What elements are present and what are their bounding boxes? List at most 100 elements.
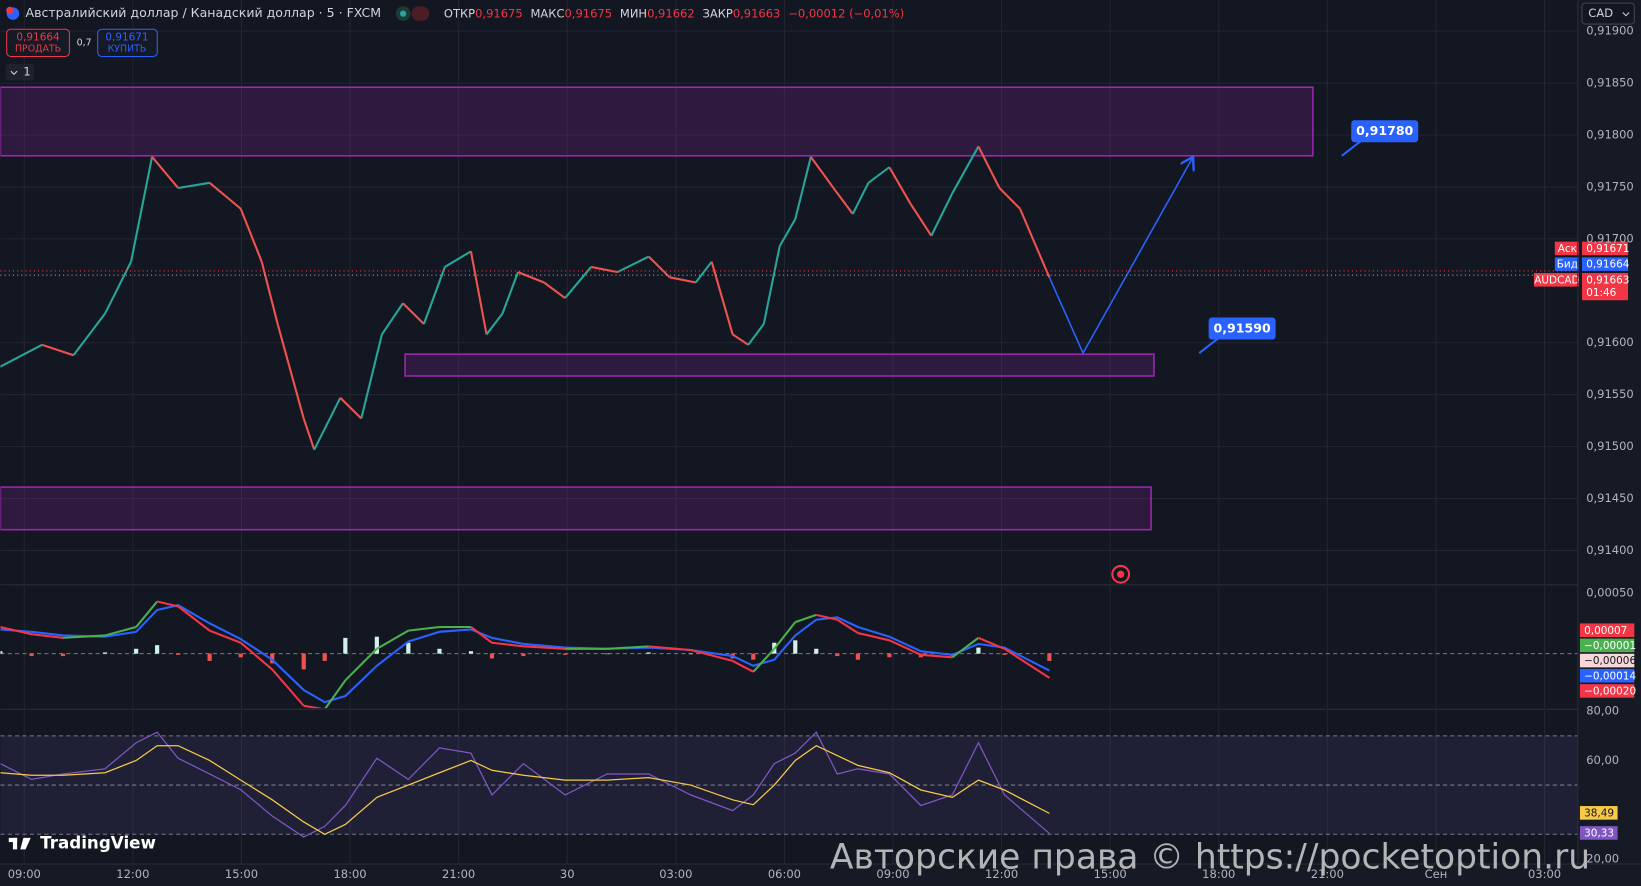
line-segment bbox=[732, 333, 749, 346]
histogram-bar bbox=[976, 647, 981, 654]
histogram-bar bbox=[176, 653, 181, 655]
line-segment bbox=[732, 659, 754, 673]
ohlc-value: 0,91663 bbox=[733, 6, 781, 20]
logo bbox=[12, 837, 18, 850]
ohlc-change: −0,00012 (−0,01%) bbox=[788, 6, 904, 20]
histogram-bar bbox=[887, 653, 892, 658]
y-tick-label: 0,91500 bbox=[1586, 439, 1634, 453]
histogram-bar bbox=[688, 653, 693, 655]
line-segment bbox=[564, 266, 592, 299]
price-panel: 0,91780 0,91590 bbox=[0, 0, 1578, 584]
chevron bbox=[1622, 12, 1630, 17]
price-tag-label-bg bbox=[1554, 241, 1579, 256]
axis-value-tag bbox=[1579, 623, 1635, 638]
buy-box[interactable] bbox=[97, 28, 158, 58]
sell-button[interactable]: 0,91664 ПРОДАТЬ bbox=[6, 28, 70, 58]
axis-value-label: −0,00020 bbox=[1584, 685, 1636, 697]
line-segment bbox=[762, 245, 781, 325]
y-tick-label: 0,91900 bbox=[1586, 24, 1634, 38]
ohlc: ОТКР0,91675 МАКС0,91675 МИН0,91662 ЗАКР0… bbox=[444, 6, 904, 20]
line-segment bbox=[920, 653, 953, 659]
y-tick-label: 0,91750 bbox=[1586, 179, 1634, 193]
price-tag-value: 0,91671 bbox=[1586, 243, 1629, 255]
sell-price[interactable]: 0,91664 bbox=[16, 32, 60, 44]
y-tick-label: 0,91550 bbox=[1586, 387, 1634, 401]
line-segment bbox=[517, 271, 545, 284]
line-segment bbox=[778, 218, 797, 247]
line-segment bbox=[888, 639, 922, 656]
status-badge bbox=[411, 6, 430, 21]
line-segment bbox=[809, 156, 839, 194]
line-segment bbox=[470, 626, 493, 644]
line-segment bbox=[276, 323, 305, 419]
line-segment bbox=[41, 343, 74, 357]
histogram-bar bbox=[751, 653, 756, 660]
line-segment bbox=[208, 181, 242, 210]
record-icon bbox=[1117, 570, 1125, 578]
axis-value-label: 30,33 bbox=[1584, 827, 1614, 839]
annotation-box bbox=[1351, 120, 1419, 143]
histogram-bar bbox=[238, 653, 243, 658]
line-segment bbox=[469, 251, 488, 335]
line-segment bbox=[617, 255, 650, 274]
line-segment bbox=[260, 261, 279, 325]
rsi-line bbox=[0, 731, 1050, 838]
line-segment bbox=[239, 208, 263, 263]
line-segment bbox=[794, 613, 817, 624]
line-segment bbox=[0, 625, 32, 636]
line-segment bbox=[130, 156, 154, 262]
axis-value-label: −0,00001 bbox=[1584, 640, 1636, 652]
projection bbox=[1048, 157, 1193, 355]
line-segment bbox=[773, 621, 797, 650]
ohlc-label: МАКС bbox=[531, 6, 565, 20]
symbol-title: Австралийский доллар / Канадский доллар … bbox=[26, 5, 382, 20]
line-segment bbox=[1019, 208, 1037, 247]
histogram-bar bbox=[468, 651, 474, 654]
price-tag-bg bbox=[1582, 273, 1629, 301]
y-tick-label: 0,91600 bbox=[1586, 335, 1634, 349]
axis-value-label: −0,00014 bbox=[1584, 670, 1636, 682]
x-tick-label: 12:00 bbox=[116, 867, 149, 881]
line-segment bbox=[271, 668, 305, 707]
axis-value-label: −0,00006 bbox=[1584, 655, 1636, 667]
line-segment bbox=[998, 187, 1021, 210]
y-tick-label: 0,91800 bbox=[1586, 128, 1634, 142]
line-segment bbox=[485, 313, 504, 336]
histogram-bar bbox=[134, 648, 139, 654]
line-segment bbox=[648, 645, 691, 652]
y-tick-label: 60,00 bbox=[1586, 753, 1619, 767]
ohlc-value: 0,91675 bbox=[475, 6, 523, 20]
price-tag-bg bbox=[1582, 257, 1629, 271]
buy-price[interactable]: 0,91671 bbox=[105, 32, 148, 44]
chevron bbox=[10, 70, 18, 76]
layers-toggle[interactable] bbox=[5, 63, 34, 81]
line-segment bbox=[72, 313, 106, 356]
line-segment bbox=[747, 323, 765, 346]
histogram-bar bbox=[207, 653, 212, 661]
zone bbox=[0, 486, 1152, 531]
buy-button[interactable]: 0,91671 КУПИТЬ bbox=[97, 28, 158, 58]
histogram-bar bbox=[343, 637, 348, 654]
line-segment bbox=[816, 613, 838, 621]
histogram-bar bbox=[437, 648, 442, 654]
sell-box[interactable] bbox=[6, 28, 70, 58]
buy-label[interactable]: КУПИТЬ bbox=[108, 44, 147, 55]
line-segment bbox=[694, 261, 713, 284]
histogram-bar bbox=[604, 653, 610, 655]
sell-label[interactable]: ПРОДАТЬ bbox=[15, 44, 61, 55]
currency[interactable]: CAD bbox=[1588, 6, 1613, 20]
record-icon[interactable] bbox=[1111, 564, 1131, 584]
y-tick-label: 0,91450 bbox=[1586, 491, 1634, 505]
axis-value-tag bbox=[1579, 684, 1635, 698]
currency-select[interactable] bbox=[1581, 2, 1635, 25]
x-tick-label: 15:00 bbox=[225, 867, 258, 881]
line-segment bbox=[951, 637, 980, 659]
rsi-panel bbox=[0, 710, 1578, 865]
ohlc-value: 0,91675 bbox=[564, 6, 612, 20]
layers-count[interactable]: 1 bbox=[23, 65, 30, 79]
line-segment bbox=[104, 625, 137, 637]
line-segment bbox=[402, 302, 425, 325]
line-segment bbox=[752, 648, 776, 673]
line-segment bbox=[909, 202, 933, 237]
